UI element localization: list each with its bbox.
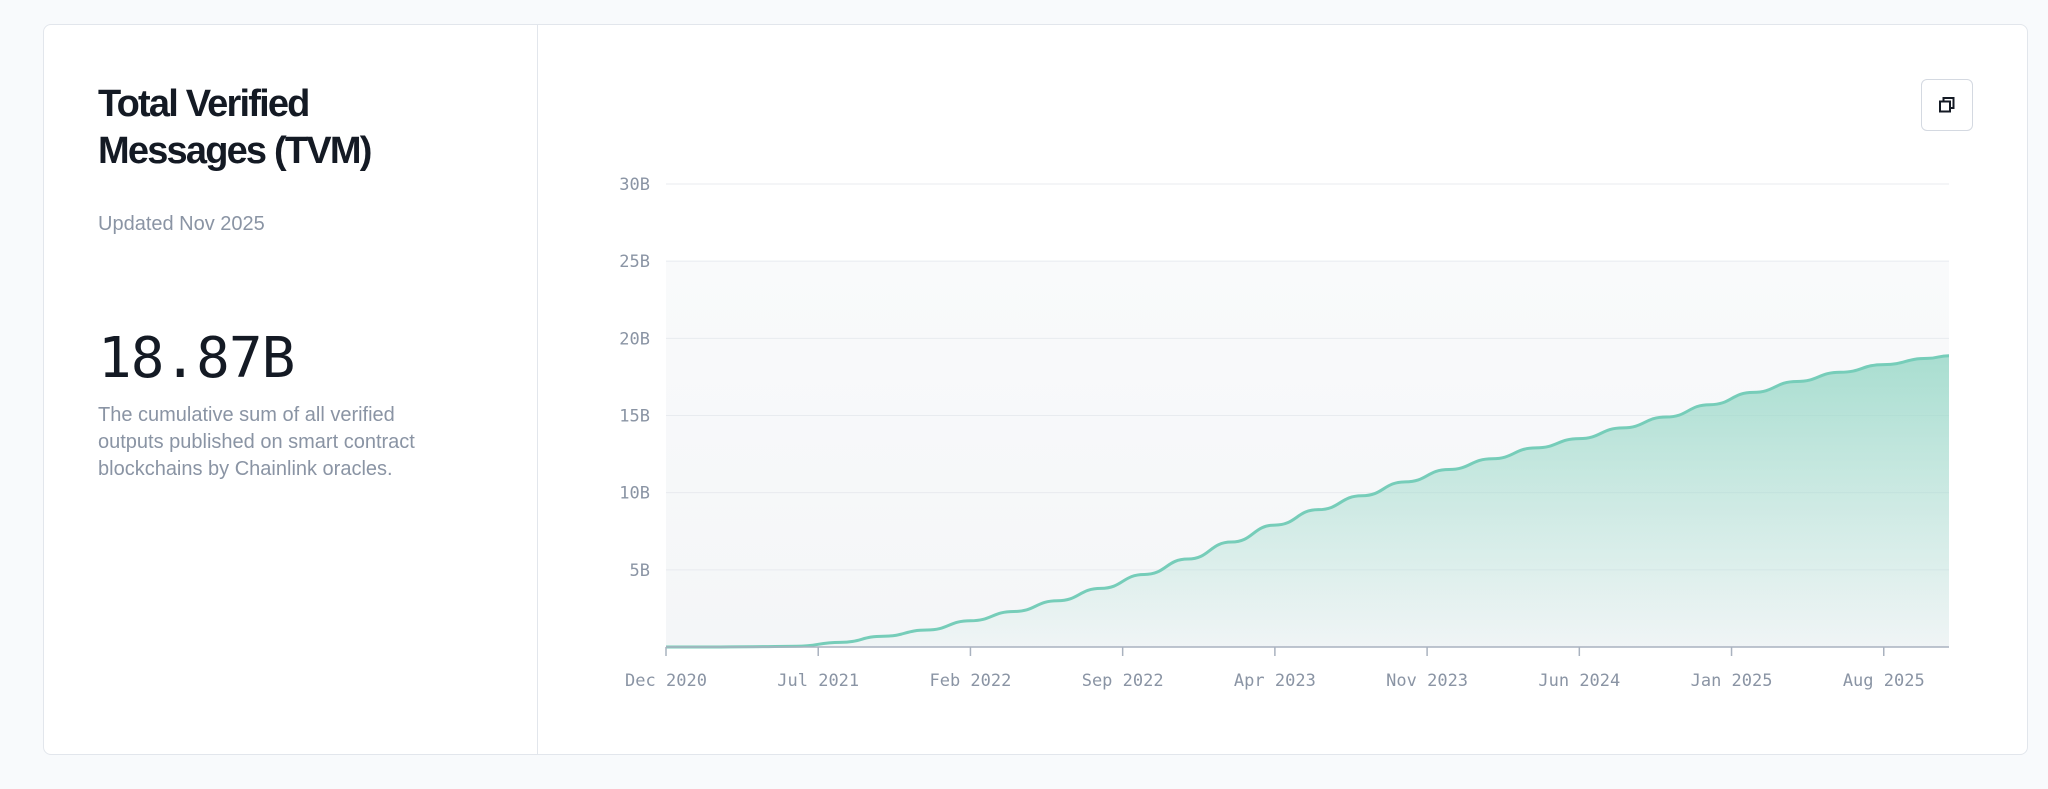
area-chart: 5B 10B 15B 20B 25B 30B Dec 2020 Jul 2021 Feb 202…: [619, 175, 1950, 691]
x-tick-label: Jan 2025: [1691, 671, 1773, 691]
x-tick-label: Jul 2021: [777, 671, 859, 691]
y-tick-label: 25B: [619, 252, 650, 272]
updated-date: Updated Nov 2025: [98, 213, 265, 235]
y-tick-label: 30B: [619, 175, 650, 195]
x-tick-label: Nov 2023: [1386, 671, 1468, 691]
page-title: Total Verified Messages (TVM): [98, 83, 372, 172]
expand-window-icon: [1939, 97, 1955, 113]
x-tick-label: Jun 2024: [1538, 671, 1620, 691]
metric-description: The cumulative sum of all verified outpu…: [98, 404, 415, 480]
x-tick-label: Apr 2023: [1234, 671, 1316, 691]
expand-button[interactable]: [1921, 79, 1973, 131]
y-tick-label: 5B: [630, 561, 650, 581]
chart-panel: 5B 10B 15B 20B 25B 30B Dec 2020 Jul 2021 Feb 202…: [538, 25, 2027, 754]
tvm-card: Total Verified Messages (TVM) Updated No…: [43, 24, 2028, 755]
x-tick-label: Aug 2025: [1843, 671, 1925, 691]
total-value: 18.87B: [98, 326, 295, 391]
series-line: [666, 354, 1950, 649]
y-tick-label: 10B: [619, 484, 650, 504]
x-tick-label: Dec 2020: [625, 671, 707, 691]
y-tick-label: 15B: [619, 407, 650, 427]
x-tick-label: Sep 2022: [1082, 671, 1164, 691]
y-tick-label: 20B: [619, 329, 650, 349]
x-tick-label: Feb 2022: [929, 671, 1011, 691]
summary-panel: Total Verified Messages (TVM) Updated No…: [44, 25, 538, 754]
